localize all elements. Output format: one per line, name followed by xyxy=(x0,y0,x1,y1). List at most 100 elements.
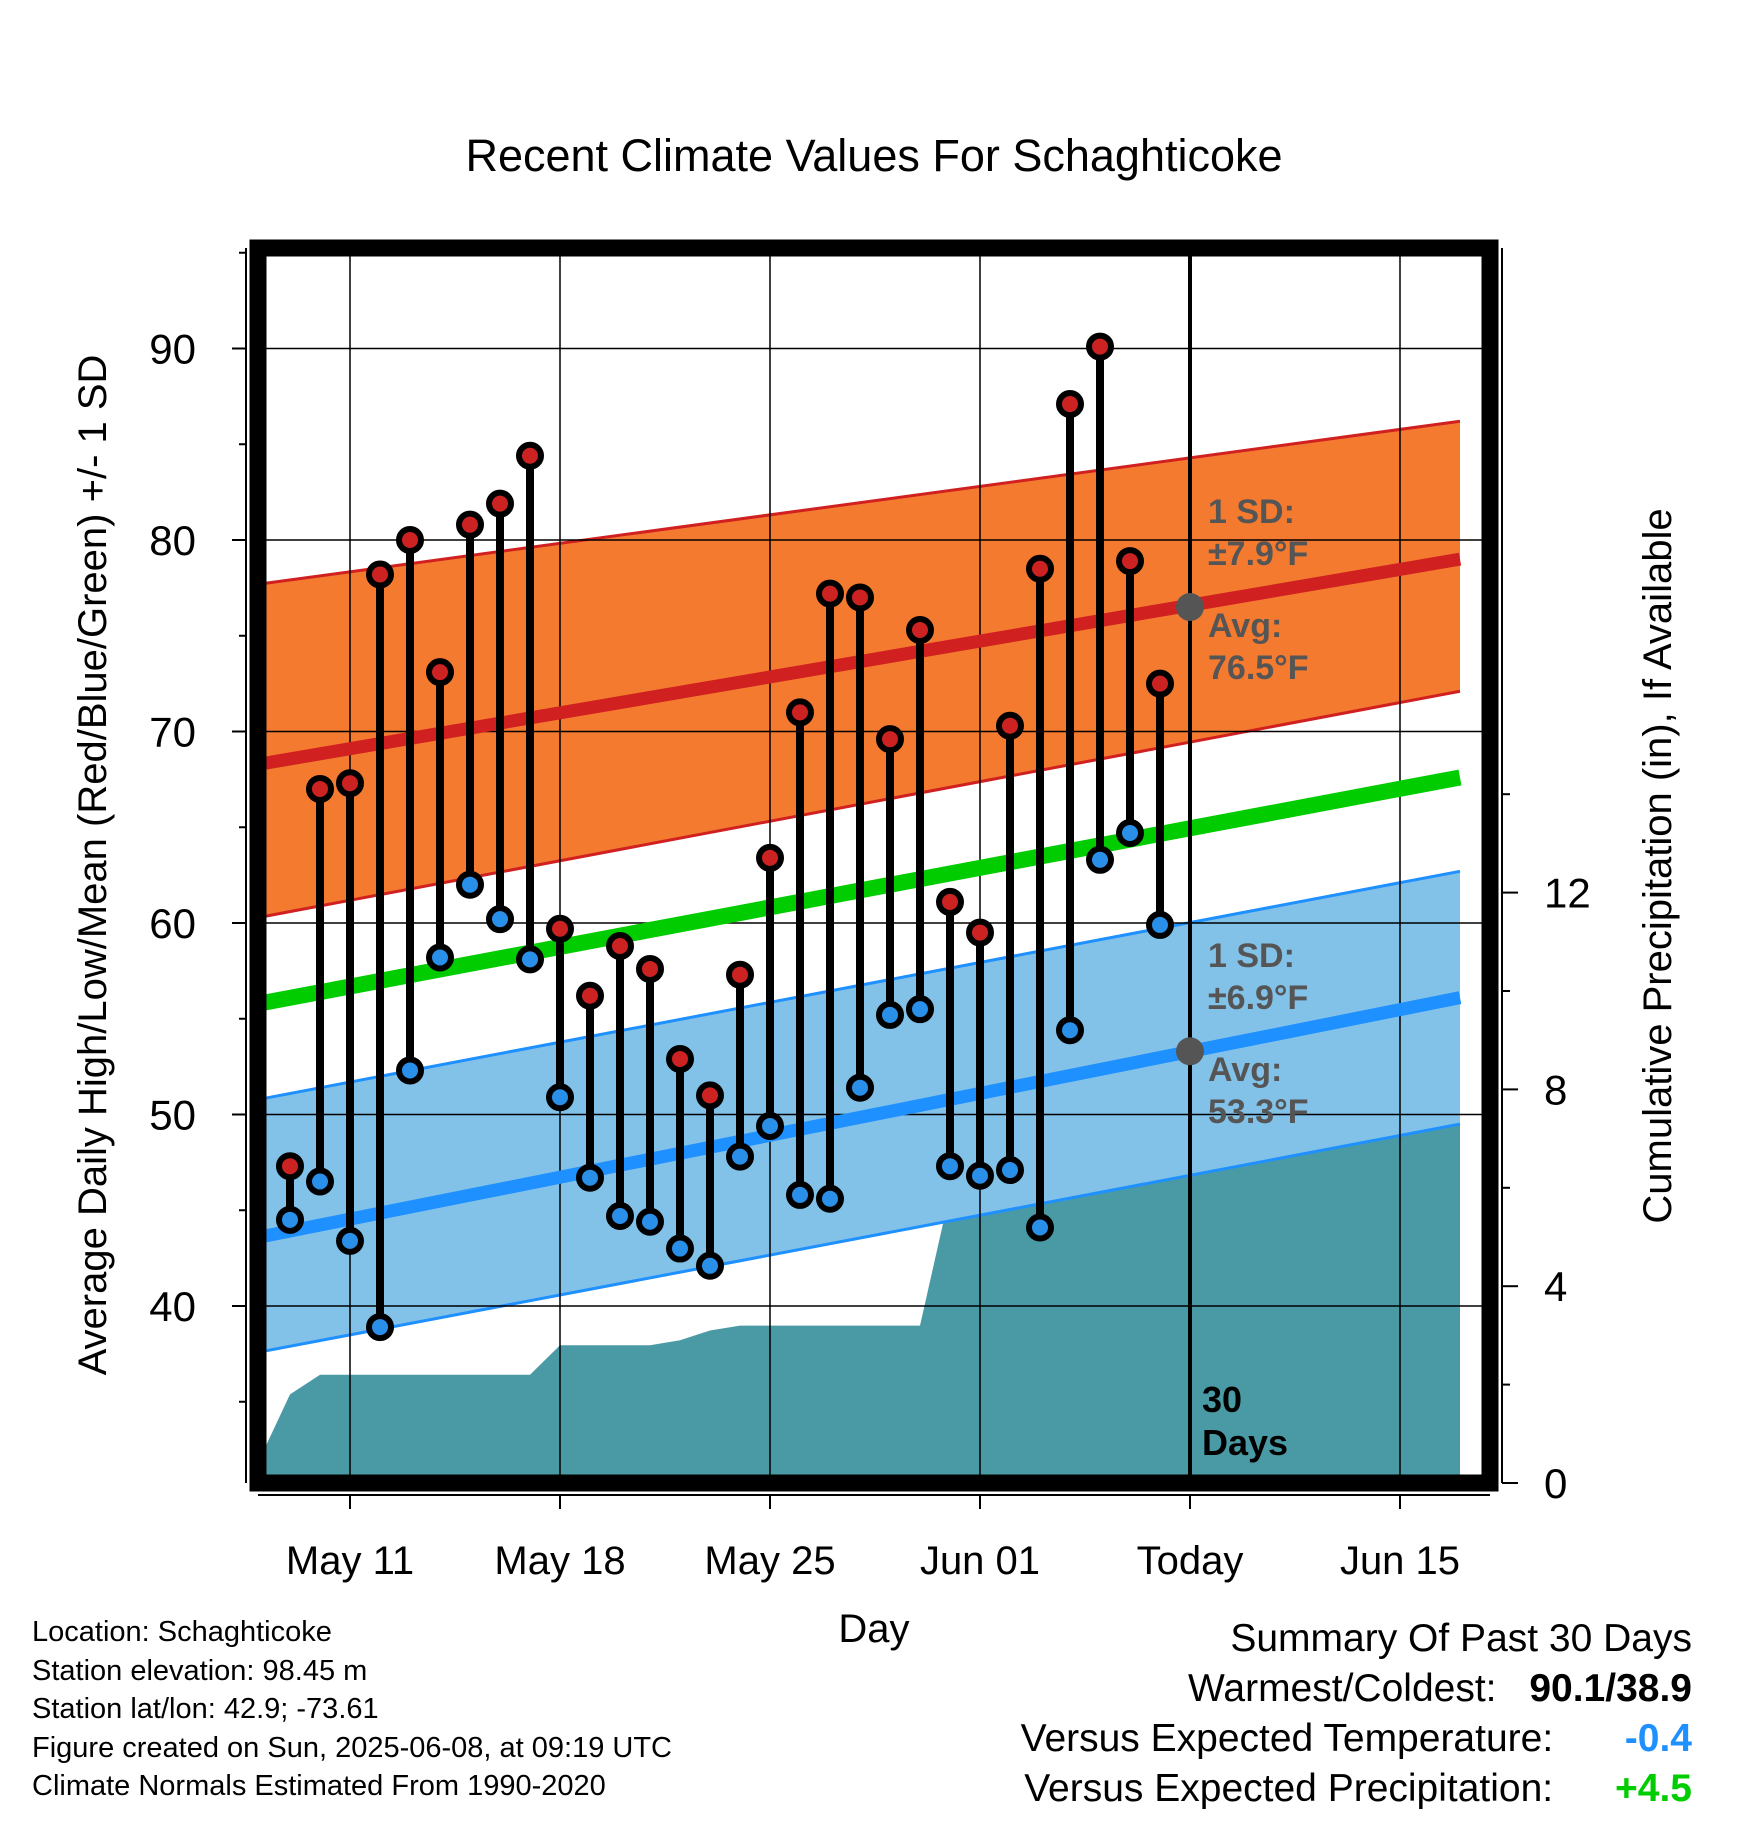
daily-high-point xyxy=(456,510,484,539)
daily-high-point xyxy=(576,981,604,1010)
summary-heading: Summary Of Past 30 Days xyxy=(1230,1617,1692,1660)
low-sd-value: ±6.9°F xyxy=(1208,979,1308,1017)
low-avg-value: 53.3°F xyxy=(1208,1093,1309,1131)
high-avg-label: Avg: xyxy=(1208,607,1282,645)
daily-high-point xyxy=(516,441,544,470)
days-count-label: 30 xyxy=(1202,1379,1242,1420)
daily-low-point xyxy=(696,1251,724,1280)
x-axis-title: Day xyxy=(838,1607,909,1651)
summary-panel: Summary Of Past 30 Days Warmest/Coldest:… xyxy=(1021,1614,1692,1814)
daily-low-point xyxy=(876,1000,904,1029)
precip-departure-value: +4.5 xyxy=(1615,1767,1692,1810)
y-tick-label: 80 xyxy=(149,517,196,564)
plot-frame xyxy=(249,239,1499,1492)
temp-departure-row: Versus Expected Temperature: -0.4 xyxy=(1021,1714,1692,1764)
daily-high-point xyxy=(936,887,964,916)
daily-high-point xyxy=(876,725,904,754)
daily-high-point xyxy=(1056,390,1084,419)
chart-title: Recent Climate Values For Schaghticoke xyxy=(465,130,1283,181)
daily-high-point xyxy=(696,1081,724,1110)
daily-high-point xyxy=(1116,547,1144,576)
daily-low-point xyxy=(726,1142,754,1171)
normals-text: Climate Normals Estimated From 1990-2020 xyxy=(32,1770,606,1802)
warm-cold-value: 90.1/38.9 xyxy=(1529,1667,1692,1710)
plot-area xyxy=(258,248,1490,1483)
daily-high-point xyxy=(1086,332,1114,361)
warm-cold-row: Warmest/Coldest: 90.1/38.9 xyxy=(1021,1664,1692,1714)
daily-high-point xyxy=(336,769,364,798)
high-avg-value: 76.5°F xyxy=(1208,649,1309,687)
low-sd-band-lower-edge xyxy=(259,1122,1461,1354)
temp-departure-label: Versus Expected Temperature: xyxy=(1020,1717,1554,1760)
daily-high-point xyxy=(726,960,754,989)
daily-high-point xyxy=(756,843,784,872)
daily-low-point xyxy=(996,1156,1024,1185)
warm-cold-label: Warmest/Coldest: xyxy=(1188,1667,1497,1710)
y-axis-title: Average Daily High/Low/Mean (Red/Blue/Gr… xyxy=(71,355,115,1376)
y2-tick-label: 12 xyxy=(1544,870,1591,917)
daily-low-point xyxy=(906,995,934,1024)
normal-low-line xyxy=(258,991,1462,1244)
daily-high-point xyxy=(666,1044,694,1073)
y2-tick-label: 0 xyxy=(1544,1460,1567,1507)
y2-tick-label: 4 xyxy=(1544,1263,1567,1310)
daily-high-point xyxy=(546,914,574,943)
y-tick-label: 60 xyxy=(149,900,196,947)
daily-low-point xyxy=(1116,818,1144,847)
daily-low-point xyxy=(936,1152,964,1181)
daily-low-point xyxy=(756,1111,784,1140)
daily-high-point xyxy=(966,918,994,947)
daily-low-point xyxy=(1056,1016,1084,1045)
daily-low-point xyxy=(666,1234,694,1263)
daily-high-point xyxy=(846,583,874,612)
daily-low-point xyxy=(966,1161,994,1190)
y-tick-label: 40 xyxy=(149,1283,196,1330)
precip-departure-row: Versus Expected Precipitation: +4.5 xyxy=(1021,1764,1692,1814)
location-text: Location: Schaghticoke xyxy=(32,1616,332,1648)
daily-low-point xyxy=(816,1184,844,1213)
today-high-normal-marker xyxy=(1176,593,1204,622)
daily-low-point xyxy=(846,1073,874,1102)
x-tick-label: Jun 15 xyxy=(1340,1539,1460,1583)
daily-high-point xyxy=(996,711,1024,740)
daily-low-point xyxy=(366,1313,394,1342)
x-tick-label: Jun 01 xyxy=(920,1539,1040,1583)
daily-low-point xyxy=(276,1205,304,1234)
daily-low-point xyxy=(336,1226,364,1255)
daily-low-point xyxy=(456,870,484,899)
daily-high-point xyxy=(426,658,454,687)
daily-low-point xyxy=(546,1083,574,1112)
y-tick-label: 90 xyxy=(149,326,196,373)
daily-high-point xyxy=(396,526,424,554)
low-avg-label: Avg: xyxy=(1208,1051,1282,1089)
today-low-normal-marker xyxy=(1176,1037,1204,1066)
x-tick-label: May 25 xyxy=(704,1539,835,1583)
created-text: Figure created on Sun, 2025-06-08, at 09… xyxy=(32,1731,672,1764)
daily-low-point xyxy=(606,1201,634,1230)
daily-high-point xyxy=(636,954,664,983)
temp-departure-value: -0.4 xyxy=(1624,1717,1692,1760)
y2-axis-title: Cumulative Precipitation (in), If Availa… xyxy=(1636,508,1680,1223)
daily-low-point xyxy=(306,1167,334,1196)
daily-high-point xyxy=(1026,554,1054,583)
elevation-text: Station elevation: 98.45 m xyxy=(32,1654,368,1687)
daily-high-point xyxy=(606,931,634,960)
days-label: Days xyxy=(1202,1422,1288,1463)
high-sd-label: 1 SD: xyxy=(1208,493,1295,531)
daily-low-point xyxy=(516,945,544,974)
daily-high-point xyxy=(486,489,514,518)
precip-departure-label: Versus Expected Precipitation: xyxy=(1024,1767,1554,1810)
daily-high-point xyxy=(786,698,814,727)
daily-low-point xyxy=(1146,910,1174,939)
daily-high-point xyxy=(1146,669,1174,698)
x-tick-label: May 11 xyxy=(286,1539,414,1583)
daily-low-point xyxy=(576,1163,604,1192)
x-tick-label: Today xyxy=(1137,1539,1244,1583)
daily-low-point xyxy=(636,1207,664,1236)
daily-high-point xyxy=(906,616,934,645)
y-tick-label: 70 xyxy=(149,709,196,756)
station-info: Location: Schaghticoke Station elevation… xyxy=(32,1613,672,1806)
daily-low-point xyxy=(486,905,514,934)
